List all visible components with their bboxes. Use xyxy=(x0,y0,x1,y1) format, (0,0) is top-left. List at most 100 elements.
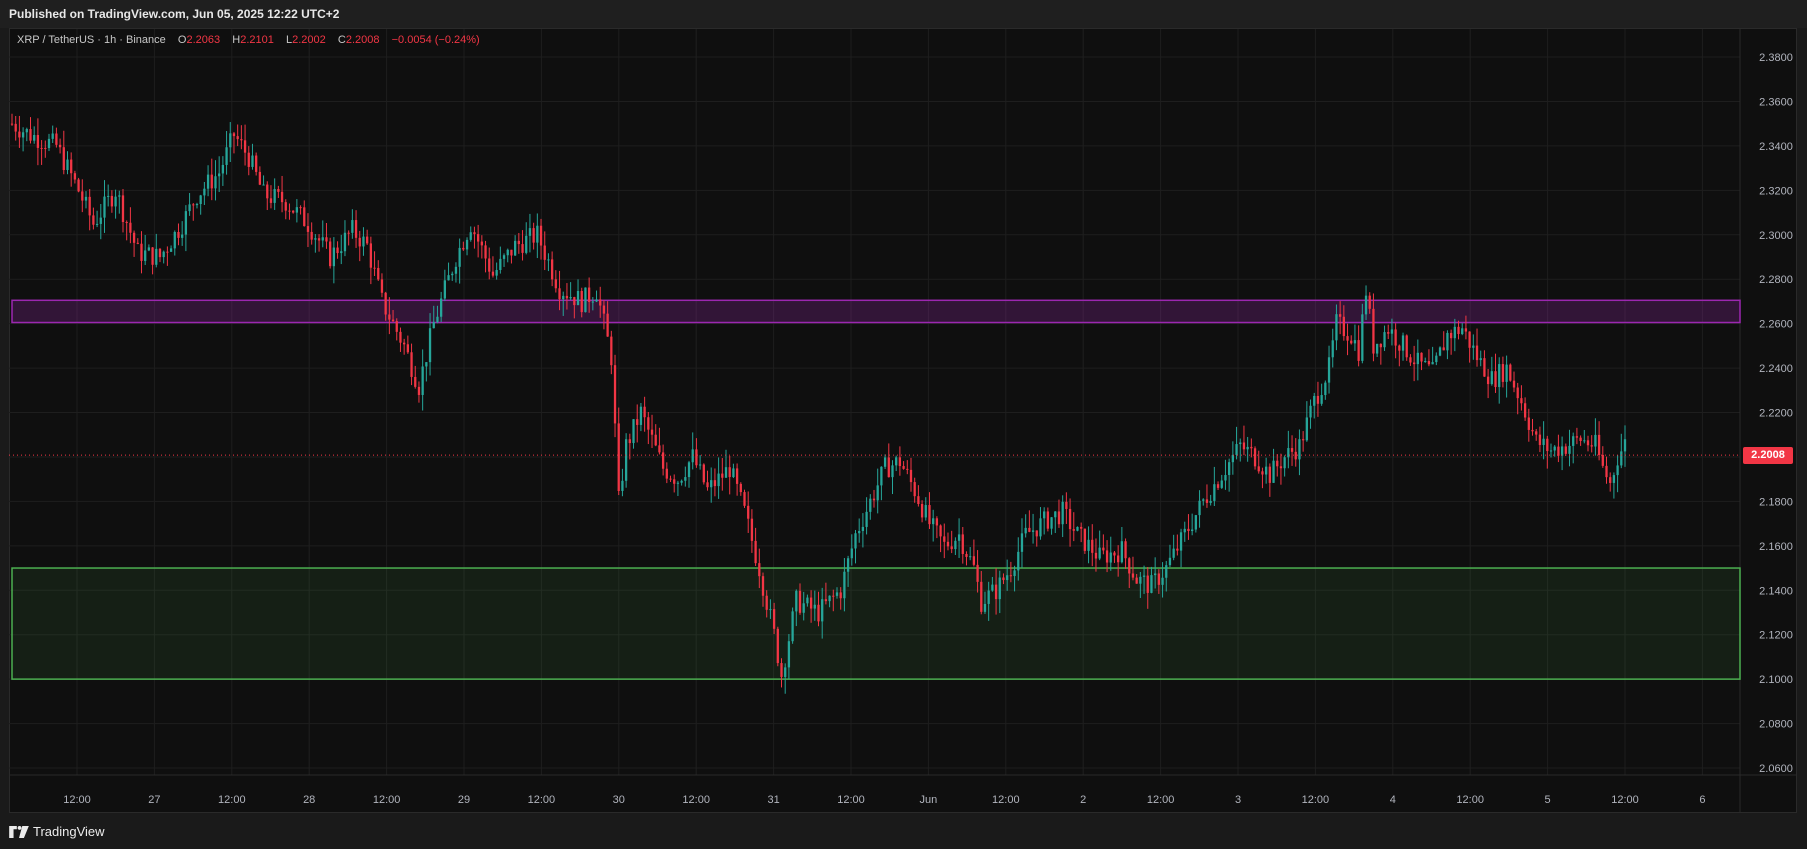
y-tick-label: 2.3400 xyxy=(1759,141,1793,153)
candle-body xyxy=(133,233,135,243)
x-tick-label: 28 xyxy=(303,794,315,806)
candle-body xyxy=(832,596,834,597)
candle-body xyxy=(425,362,427,366)
candle-body xyxy=(103,197,105,218)
y-tick-label: 2.2600 xyxy=(1759,319,1793,331)
candle-body xyxy=(1346,336,1348,341)
candle-body xyxy=(1269,467,1271,483)
candle-body xyxy=(965,554,967,557)
candle-body xyxy=(976,565,978,582)
candle-body xyxy=(825,599,827,601)
candle-body xyxy=(1561,446,1563,455)
candle-body xyxy=(370,243,372,267)
candle-body xyxy=(666,469,668,479)
candle-body xyxy=(1409,357,1411,362)
candle-body xyxy=(547,259,549,260)
candle-body xyxy=(473,232,475,234)
candle-body xyxy=(296,207,298,212)
candle-body xyxy=(488,258,490,271)
candle-body xyxy=(1387,332,1389,334)
candle-body xyxy=(1184,529,1186,532)
candlestick-chart[interactable]: 2.3800 2.3600 2.3400 2.3200 2.3000 2.2800 2.26… xyxy=(0,0,1807,813)
candle-body xyxy=(37,135,39,148)
candle-body xyxy=(1616,465,1618,475)
candle-body xyxy=(895,457,897,465)
candle-body xyxy=(803,603,805,612)
candle-body xyxy=(658,445,660,452)
candle-body xyxy=(1457,327,1459,334)
candle-body xyxy=(514,241,516,256)
candle-body xyxy=(862,527,864,531)
candle-body xyxy=(1472,346,1474,348)
candle-body xyxy=(214,176,216,188)
candle-body xyxy=(740,484,742,492)
candle-body xyxy=(355,220,357,238)
x-tick-label: 12:00 xyxy=(1456,794,1484,806)
candle-body xyxy=(1354,340,1356,343)
candle-body xyxy=(1324,383,1326,395)
candle-body xyxy=(1150,575,1152,593)
candle-body xyxy=(277,189,279,192)
candle-body xyxy=(118,195,120,196)
candle-body xyxy=(877,485,879,500)
y-tick-label: 2.3200 xyxy=(1759,185,1793,197)
candle-body xyxy=(1124,541,1126,558)
close-value: 2.2008 xyxy=(346,34,380,46)
candle-body xyxy=(588,288,590,302)
candle-body xyxy=(155,249,157,265)
candle-body xyxy=(1554,447,1556,451)
y-tick-label: 2.1000 xyxy=(1759,674,1793,686)
candle-body xyxy=(621,481,623,491)
candle-body xyxy=(74,173,76,179)
y-tick-label: 2.1200 xyxy=(1759,630,1793,642)
candle-body xyxy=(1431,362,1433,364)
candle-body xyxy=(237,136,239,139)
candle-body xyxy=(1398,346,1400,351)
candle-body xyxy=(1239,442,1241,444)
candle-body xyxy=(495,270,497,276)
candle-body xyxy=(111,196,113,207)
candle-body xyxy=(33,135,35,141)
candle-body xyxy=(1550,450,1552,451)
candle-body xyxy=(1620,451,1622,465)
candle-body xyxy=(151,247,153,264)
candle-body xyxy=(207,175,209,189)
candle-body xyxy=(362,237,364,247)
candle-body xyxy=(451,274,453,275)
candle-body xyxy=(640,407,642,425)
candle-body xyxy=(677,483,679,484)
candle-body xyxy=(1110,553,1112,563)
candle-body xyxy=(891,465,893,477)
candle-body xyxy=(1099,548,1101,559)
candle-body xyxy=(780,663,782,677)
tradingview-brand[interactable]: TradingView xyxy=(9,824,105,839)
candle-body xyxy=(318,238,320,240)
candle-body xyxy=(984,604,986,612)
candle-body xyxy=(1235,444,1237,455)
candle-body xyxy=(865,512,867,527)
candle-body xyxy=(899,457,901,466)
symbol-label[interactable]: XRP / TetherUS · 1h · Binance xyxy=(17,34,166,46)
x-tick-label: 12:00 xyxy=(218,794,246,806)
candle-body xyxy=(629,439,631,443)
candle-body xyxy=(991,585,993,591)
candle-body xyxy=(925,505,927,517)
candle-body xyxy=(470,232,472,240)
candle-body xyxy=(1576,436,1578,437)
candle-body xyxy=(410,352,412,377)
candle-body xyxy=(847,558,849,572)
candle-body xyxy=(348,233,350,234)
candle-body xyxy=(1232,455,1234,462)
candle-body xyxy=(821,599,823,621)
candle-body xyxy=(477,234,479,241)
candle-body xyxy=(973,556,975,565)
candle-body xyxy=(1450,333,1452,338)
candle-body xyxy=(1531,430,1533,431)
candle-body xyxy=(544,246,546,260)
candle-body xyxy=(77,180,79,192)
candle-body xyxy=(669,479,671,480)
candle-body xyxy=(714,480,716,486)
candle-body xyxy=(1158,573,1160,584)
candle-body xyxy=(1609,477,1611,483)
candle-body xyxy=(1535,431,1537,434)
